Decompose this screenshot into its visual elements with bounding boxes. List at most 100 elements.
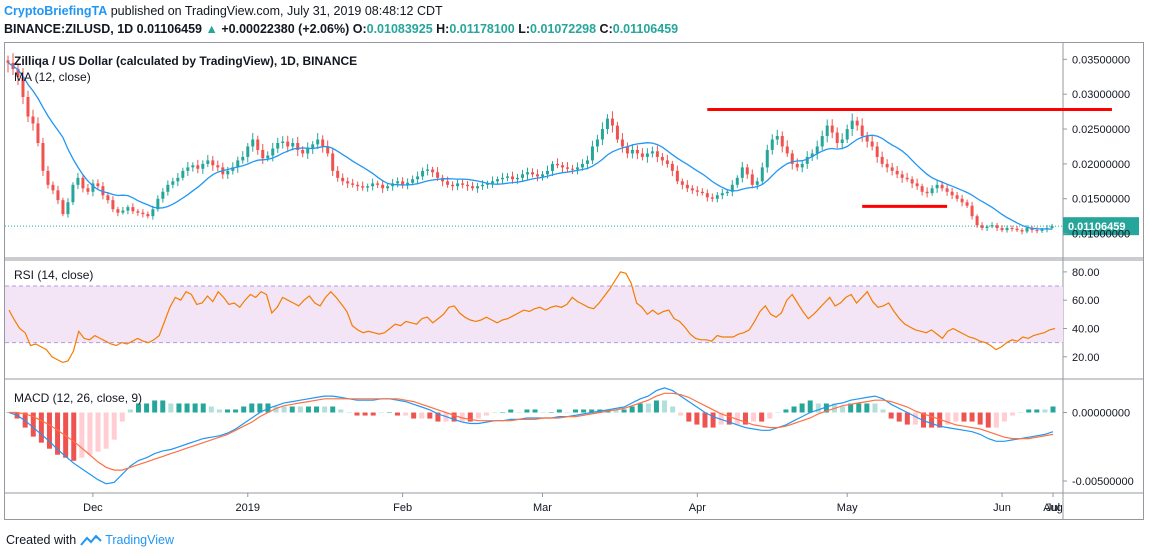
- price-pane[interactable]: 0.01106459: [5, 53, 1150, 241]
- macd-histogram-bar: [556, 409, 562, 413]
- candle-body: [271, 148, 275, 156]
- candle-body: [760, 167, 764, 182]
- candle-body: [56, 190, 60, 201]
- candle-body: [685, 184, 689, 189]
- candle-body: [635, 149, 639, 154]
- macd-histogram-bar: [435, 412, 441, 422]
- macd-histogram-bar: [289, 406, 295, 413]
- rsi-pane[interactable]: [5, 271, 1063, 364]
- candle-body: [605, 118, 609, 130]
- macd-histogram-bar: [225, 409, 231, 413]
- chart-frame: [4, 42, 1144, 520]
- candle-body: [915, 183, 919, 187]
- candle-body: [805, 156, 809, 164]
- macd-histogram-bar: [993, 412, 999, 428]
- candle-body: [725, 191, 729, 194]
- time-axis-label: Feb: [393, 502, 412, 514]
- price-axis-label: 0.03000000: [1072, 89, 1130, 101]
- candle-body: [361, 186, 365, 188]
- candle-body: [565, 167, 569, 169]
- macd-histogram-bar: [759, 412, 765, 422]
- macd-histogram-bar: [783, 409, 789, 413]
- macd-histogram-bar: [848, 403, 854, 413]
- candle-body: [16, 69, 20, 77]
- candle-body: [291, 142, 295, 147]
- macd-histogram-bar: [662, 400, 668, 413]
- macd-histogram-bar: [532, 409, 538, 413]
- macd-histogram-bar: [427, 412, 433, 419]
- macd-histogram-bar: [564, 412, 570, 414]
- candle-body: [431, 169, 435, 173]
- candle-body: [346, 181, 350, 184]
- candle-body: [381, 184, 385, 189]
- macd-histogram-bar: [475, 412, 481, 419]
- macd-histogram-bar: [370, 412, 376, 416]
- macd-histogram-bar: [807, 400, 813, 413]
- candle-body: [126, 207, 130, 211]
- time-axis-label: Jul: [1046, 502, 1060, 514]
- macd-pane[interactable]: [6, 387, 1056, 485]
- candle-body: [46, 170, 50, 185]
- candle-body: [740, 167, 744, 178]
- candle-body: [176, 177, 180, 182]
- macd-histogram-bar: [872, 403, 878, 413]
- tradingview-link[interactable]: TradingView: [105, 533, 174, 547]
- candle-body: [151, 209, 155, 217]
- macd-histogram-bar: [305, 406, 311, 413]
- macd-histogram-bar: [314, 406, 320, 413]
- candle-body: [645, 153, 649, 157]
- macd-histogram-bar: [233, 409, 239, 413]
- candle-body: [690, 188, 694, 191]
- macd-histogram-bar: [1034, 409, 1040, 413]
- candle-body: [785, 146, 789, 154]
- candle-body: [166, 184, 170, 192]
- macd-histogram-bar: [1018, 412, 1024, 414]
- candle-body: [161, 191, 165, 199]
- candle-body: [321, 139, 325, 147]
- candle-body: [101, 186, 105, 196]
- candle-body: [535, 174, 539, 177]
- macd-histogram-bar: [451, 412, 457, 422]
- macd-histogram-bar: [135, 403, 141, 413]
- close-value: 0.01106459: [612, 22, 679, 36]
- candle-body: [970, 205, 974, 217]
- candle-body: [765, 149, 769, 168]
- candle-body: [855, 120, 859, 126]
- low-label: L:: [518, 22, 531, 36]
- candle-body: [366, 186, 370, 188]
- publish-info: CryptoBriefingTA published on TradingVie…: [4, 4, 443, 18]
- candle-body: [910, 179, 914, 184]
- up-arrow-icon: ▲: [205, 22, 218, 36]
- rsi-axis-label: 40.00: [1072, 323, 1100, 335]
- macd-histogram-bar: [403, 412, 409, 416]
- macd-histogram-bar: [937, 412, 943, 428]
- candle-body: [700, 191, 704, 194]
- macd-histogram-bar: [767, 412, 773, 419]
- candle-body: [476, 186, 480, 189]
- author-link[interactable]: CryptoBriefingTA: [4, 4, 108, 18]
- candle-body: [1040, 229, 1044, 231]
- macd-histogram-bar: [1001, 412, 1007, 422]
- macd-histogram-bar: [888, 412, 894, 419]
- candle-body: [745, 167, 749, 175]
- candle-body: [501, 177, 505, 180]
- macd-histogram-bar: [985, 412, 991, 428]
- candle-body: [835, 132, 839, 143]
- candle-body: [980, 225, 984, 229]
- macd-histogram-bar: [1026, 409, 1032, 413]
- macd-histogram-bar: [192, 403, 198, 413]
- signal-line: [9, 392, 1054, 471]
- candle-body: [201, 163, 205, 169]
- candle-body: [331, 153, 335, 171]
- candle-body: [306, 148, 310, 154]
- candle-body: [1030, 228, 1034, 231]
- candle-body: [191, 165, 195, 168]
- candle-body: [1000, 228, 1004, 231]
- candle-body: [695, 190, 699, 192]
- macd-histogram-bar: [977, 412, 983, 425]
- macd-histogram-bar: [637, 403, 643, 413]
- candle-body: [251, 139, 255, 147]
- price-axis-label: 0.02000000: [1072, 159, 1130, 171]
- candle-body: [36, 123, 40, 143]
